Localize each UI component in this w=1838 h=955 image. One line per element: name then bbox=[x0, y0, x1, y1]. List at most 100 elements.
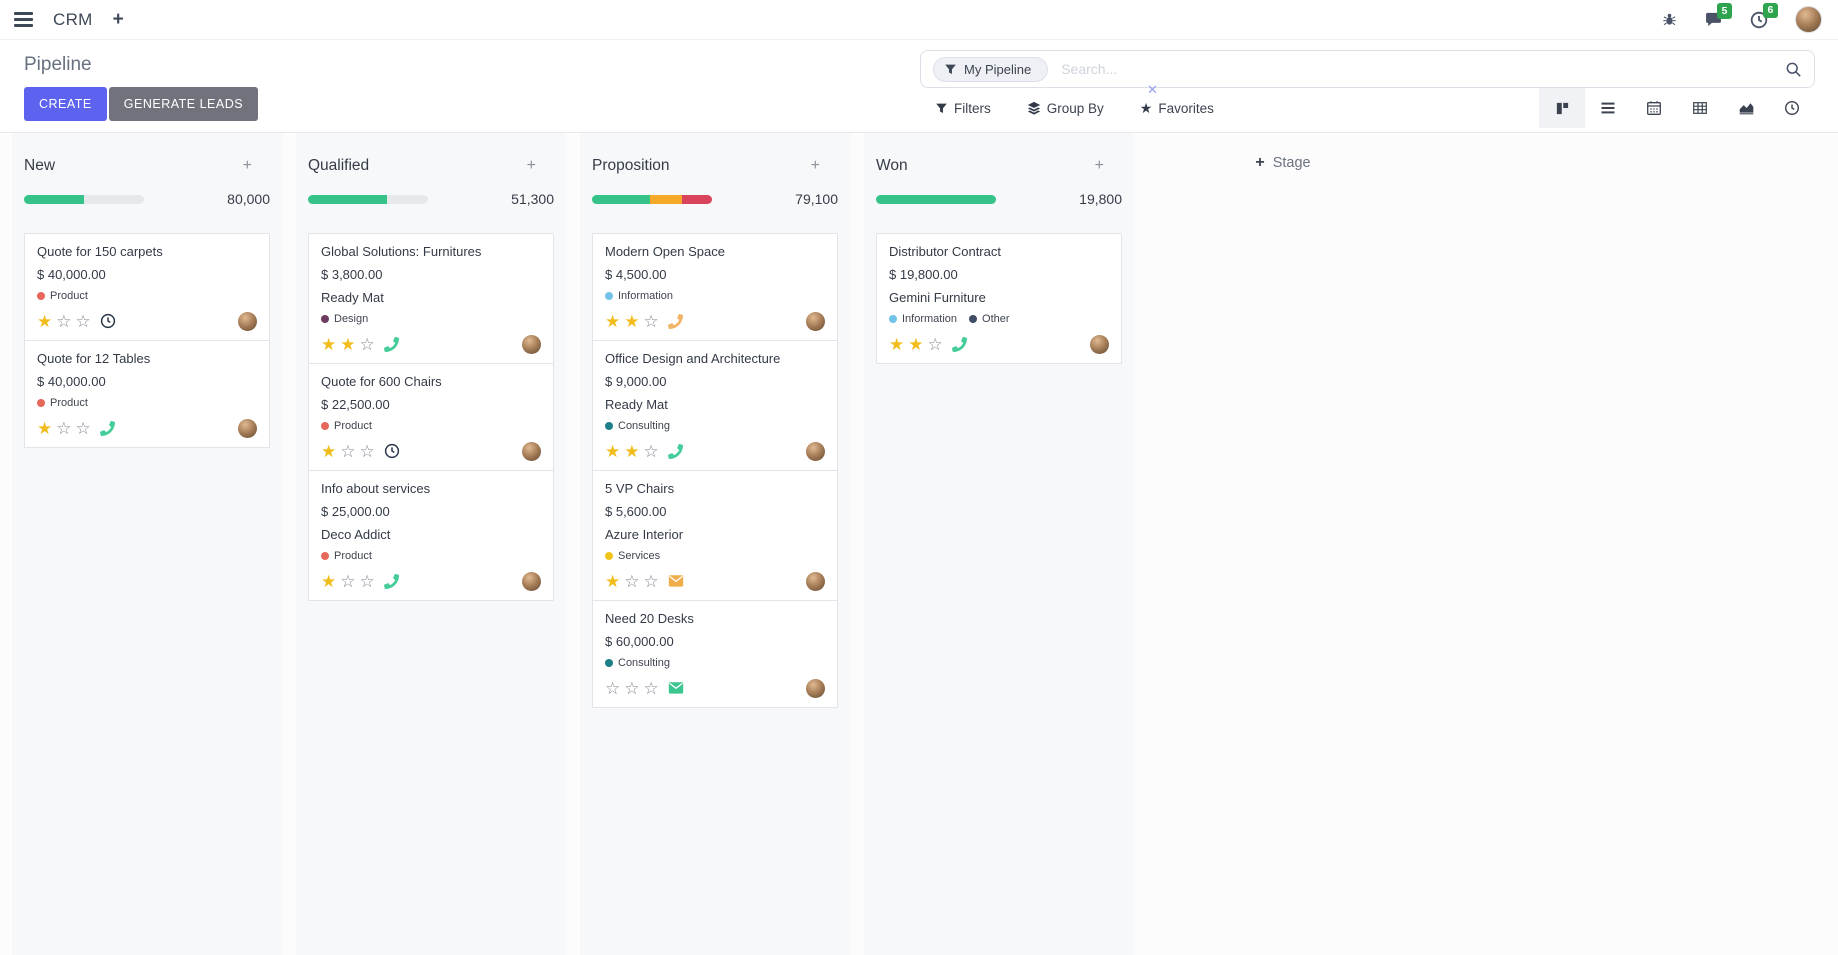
column-progressbar[interactable] bbox=[876, 194, 996, 204]
star-icon[interactable]: ☆ bbox=[624, 571, 640, 591]
remove-facet-icon[interactable]: ✕ bbox=[1147, 82, 1158, 97]
avatar[interactable] bbox=[1090, 334, 1109, 354]
star-icon[interactable]: ☆ bbox=[643, 678, 659, 698]
star-icon[interactable]: ★ bbox=[605, 441, 621, 461]
priority-stars[interactable]: ★ ★ ☆ bbox=[605, 313, 659, 330]
kanban-card[interactable]: Distributor Contract $ 19,800.00 Gemini … bbox=[876, 233, 1122, 364]
star-icon[interactable]: ★ bbox=[605, 311, 621, 331]
star-icon[interactable]: ★ bbox=[624, 441, 640, 461]
generate-leads-button[interactable]: GENERATE LEADS bbox=[108, 87, 259, 121]
kanban-view-button[interactable] bbox=[1539, 88, 1585, 128]
star-icon[interactable]: ☆ bbox=[605, 678, 621, 698]
plus-icon[interactable]: + bbox=[112, 9, 124, 30]
pivot-view-button[interactable] bbox=[1677, 88, 1723, 128]
star-icon[interactable]: ★ bbox=[321, 441, 337, 461]
clock-icon[interactable] bbox=[100, 313, 116, 329]
envelope-icon[interactable] bbox=[668, 573, 684, 589]
messages-icon[interactable]: 5 bbox=[1704, 3, 1732, 28]
avatar[interactable] bbox=[806, 441, 825, 461]
star-icon[interactable]: ☆ bbox=[75, 418, 91, 438]
star-icon[interactable]: ★ bbox=[321, 334, 337, 354]
star-icon[interactable]: ★ bbox=[37, 418, 53, 438]
graph-view-button[interactable] bbox=[1723, 88, 1769, 128]
phone-icon[interactable] bbox=[667, 443, 684, 459]
star-icon[interactable]: ★ bbox=[624, 311, 640, 331]
star-icon[interactable]: ★ bbox=[321, 571, 337, 591]
star-icon[interactable]: ☆ bbox=[56, 418, 72, 438]
avatar[interactable] bbox=[238, 311, 257, 331]
star-icon[interactable]: ★ bbox=[889, 334, 905, 354]
star-icon[interactable]: ★ bbox=[605, 571, 621, 591]
quick-add-icon[interactable]: + bbox=[810, 157, 820, 174]
search-bar[interactable]: My Pipeline ✕ bbox=[920, 50, 1815, 96]
star-icon[interactable]: ☆ bbox=[643, 441, 659, 461]
quick-add-icon[interactable]: + bbox=[1094, 157, 1104, 174]
star-icon[interactable]: ☆ bbox=[75, 311, 91, 331]
priority-stars[interactable]: ★ ☆ ☆ bbox=[321, 443, 375, 460]
phone-icon[interactable] bbox=[99, 420, 116, 436]
phone-icon[interactable] bbox=[951, 336, 968, 352]
star-icon[interactable]: ☆ bbox=[359, 571, 375, 591]
star-icon[interactable]: ☆ bbox=[624, 678, 640, 698]
quick-add-icon[interactable]: + bbox=[526, 157, 536, 174]
avatar[interactable] bbox=[806, 678, 825, 698]
priority-stars[interactable]: ★ ★ ☆ bbox=[321, 336, 375, 353]
user-avatar[interactable] bbox=[1795, 6, 1822, 33]
bug-icon[interactable] bbox=[1662, 12, 1677, 27]
avatar[interactable] bbox=[522, 334, 541, 354]
create-button[interactable]: CREATE bbox=[24, 87, 107, 121]
avatar[interactable] bbox=[806, 571, 825, 591]
kanban-card[interactable]: Office Design and Architecture $ 9,000.0… bbox=[592, 340, 838, 471]
star-icon[interactable]: ☆ bbox=[56, 311, 72, 331]
list-view-button[interactable] bbox=[1585, 88, 1631, 128]
star-icon[interactable]: ★ bbox=[37, 311, 53, 331]
avatar[interactable] bbox=[522, 571, 541, 591]
column-title[interactable]: New bbox=[24, 157, 56, 174]
star-icon[interactable]: ☆ bbox=[340, 441, 356, 461]
star-icon[interactable]: ★ bbox=[908, 334, 924, 354]
priority-stars[interactable]: ★ ☆ ☆ bbox=[37, 420, 91, 437]
star-icon[interactable]: ☆ bbox=[359, 334, 375, 354]
favorites-menu[interactable]: ★ Favorites bbox=[1140, 101, 1214, 116]
column-progressbar[interactable] bbox=[592, 194, 712, 204]
star-icon[interactable]: ☆ bbox=[359, 441, 375, 461]
clock-icon[interactable] bbox=[384, 443, 400, 459]
priority-stars[interactable]: ★ ☆ ☆ bbox=[605, 573, 659, 590]
kanban-card[interactable]: Info about services $ 25,000.00 Deco Add… bbox=[308, 470, 554, 601]
search-facet[interactable]: My Pipeline bbox=[933, 56, 1049, 82]
magnifier-icon[interactable] bbox=[1785, 61, 1802, 78]
star-icon[interactable]: ☆ bbox=[643, 311, 659, 331]
kanban-card[interactable]: 5 VP Chairs $ 5,600.00 Azure Interior Se… bbox=[592, 470, 838, 601]
priority-stars[interactable]: ★ ☆ ☆ bbox=[321, 573, 375, 590]
star-icon[interactable]: ★ bbox=[340, 334, 356, 354]
search-input[interactable] bbox=[1059, 60, 1785, 78]
kanban-card[interactable]: Quote for 150 carpets $ 40,000.00 Produc… bbox=[24, 233, 270, 341]
star-icon[interactable]: ☆ bbox=[340, 571, 356, 591]
envelope-icon[interactable] bbox=[668, 680, 684, 696]
kanban-card[interactable]: Quote for 600 Chairs $ 22,500.00 Product… bbox=[308, 363, 554, 471]
column-title[interactable]: Proposition bbox=[592, 157, 670, 174]
quick-add-icon[interactable]: + bbox=[242, 157, 252, 174]
column-progressbar[interactable] bbox=[24, 194, 144, 204]
priority-stars[interactable]: ☆ ☆ ☆ bbox=[605, 680, 659, 697]
avatar[interactable] bbox=[806, 311, 825, 331]
priority-stars[interactable]: ★ ☆ ☆ bbox=[37, 313, 91, 330]
add-stage-button[interactable]: + Stage bbox=[1255, 155, 1310, 172]
avatar[interactable] bbox=[238, 418, 257, 438]
kanban-card[interactable]: Modern Open Space $ 4,500.00 Information… bbox=[592, 233, 838, 341]
group-by-menu[interactable]: Group By bbox=[1027, 101, 1104, 116]
star-icon[interactable]: ☆ bbox=[927, 334, 943, 354]
app-name[interactable]: CRM bbox=[53, 9, 93, 29]
avatar[interactable] bbox=[522, 441, 541, 461]
phone-icon[interactable] bbox=[383, 573, 400, 589]
kanban-card[interactable]: Global Solutions: Furnitures $ 3,800.00 … bbox=[308, 233, 554, 364]
calendar-view-button[interactable] bbox=[1631, 88, 1677, 128]
column-progressbar[interactable] bbox=[308, 194, 428, 204]
phone-icon[interactable] bbox=[383, 336, 400, 352]
phone-icon[interactable] bbox=[667, 313, 684, 329]
column-title[interactable]: Won bbox=[876, 157, 908, 174]
column-title[interactable]: Qualified bbox=[308, 157, 370, 174]
kanban-card[interactable]: Need 20 Desks $ 60,000.00 Consulting ☆ ☆ ☆ bbox=[592, 600, 838, 708]
star-icon[interactable]: ☆ bbox=[643, 571, 659, 591]
priority-stars[interactable]: ★ ★ ☆ bbox=[605, 443, 659, 460]
